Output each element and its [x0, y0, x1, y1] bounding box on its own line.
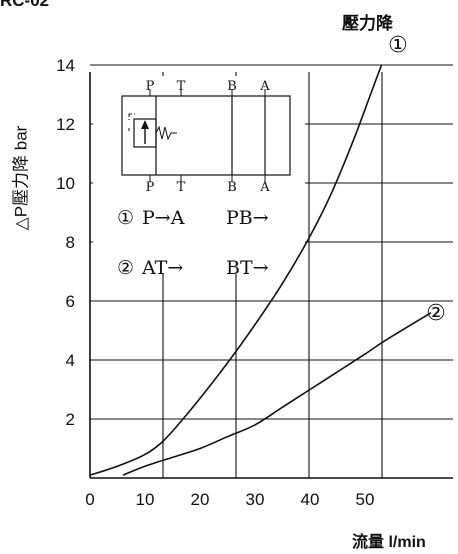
port-label-top: B: [227, 79, 237, 94]
y-tick-label: 6: [66, 292, 75, 311]
header-title-left: RC-02: [0, 0, 50, 10]
x-tick-label: 0: [85, 490, 94, 509]
legend-marker: ②: [117, 257, 134, 279]
port-label-top: A: [259, 79, 270, 94]
x-tick-label: 30: [246, 490, 265, 509]
legend-flow-1: AT→: [141, 257, 183, 279]
x-tick-label: 50: [356, 490, 375, 509]
y-tick-label: 12: [56, 115, 75, 134]
series-curve-2: [122, 312, 432, 476]
series-label-1: ①: [388, 33, 408, 58]
valve-envelope: [121, 95, 291, 176]
port-label-bottom: T: [177, 180, 186, 195]
x-axis-label: 流量 l/min: [352, 534, 426, 551]
axis-ticks: 2 4 6 8 10 12 14 0 10 20 30 40 50: [56, 56, 374, 509]
relief-arrowhead: [141, 120, 149, 129]
series-curve-1: [89, 64, 383, 476]
pilot-line: [128, 113, 135, 132]
port-label-bottom: B: [227, 180, 237, 195]
y-tick-label: 10: [56, 174, 75, 193]
y-tick-label: 14: [56, 56, 75, 75]
legend-flow-2: BT→: [226, 257, 269, 279]
port-label-top: T: [177, 79, 186, 94]
port-label-top: P: [146, 79, 155, 94]
legend-flow-1: P→A: [142, 207, 185, 229]
flow-legend: ① P→A PB→ ② AT→ BT→: [117, 207, 269, 279]
port-label-bottom: A: [259, 180, 270, 195]
x-tick-label: 40: [301, 490, 320, 509]
header-title-right: 壓力降: [342, 14, 393, 33]
legend-flow-2: PB→: [226, 207, 269, 229]
port-label-bottom: P: [146, 180, 155, 195]
valve-symbol: P T B A P T B A: [93, 76, 305, 274]
x-tick-label: 10: [136, 490, 155, 509]
y-tick-label: 8: [66, 233, 75, 252]
y-tick-label: 2: [66, 410, 75, 429]
y-tick-label: 4: [66, 351, 75, 370]
spring-icon: [155, 125, 177, 141]
legend-marker: ①: [117, 207, 134, 229]
x-tick-label: 20: [191, 490, 210, 509]
series-label-2: ②: [426, 301, 446, 326]
curves: ①②: [89, 33, 446, 476]
